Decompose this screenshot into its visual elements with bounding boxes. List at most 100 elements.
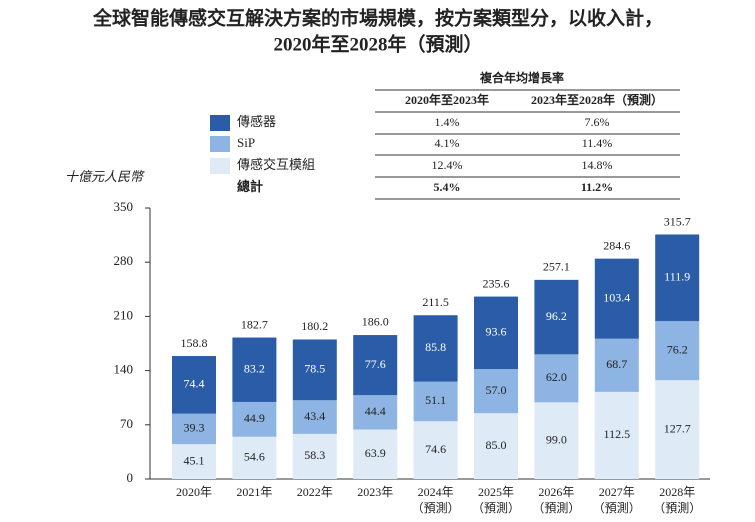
- bar-segment: [655, 380, 700, 479]
- bar-segment: [353, 335, 398, 396]
- x-tick-label: 2020年: [176, 485, 212, 499]
- value-label: 112.5: [604, 427, 631, 441]
- value-label: 44.4: [365, 404, 386, 418]
- total-label: 180.2: [301, 319, 328, 333]
- x-tick-label: 2026年: [538, 485, 574, 499]
- value-label: 96.2: [546, 309, 567, 323]
- total-label: 284.6: [603, 238, 630, 252]
- x-tick-label: 2021年: [236, 485, 272, 499]
- table-cell: 5.4%: [434, 180, 461, 194]
- table-cell: 7.6%: [585, 115, 610, 129]
- legend-swatch: [210, 136, 230, 152]
- x-tick-label: 2027年: [599, 485, 635, 499]
- total-label: 315.7: [664, 214, 691, 228]
- value-label: 74.4: [184, 377, 205, 391]
- value-label: 111.9: [664, 270, 690, 284]
- y-tick-label: 280: [114, 253, 134, 268]
- table-cell: 1.4%: [435, 115, 460, 129]
- value-label: 85.0: [486, 438, 507, 452]
- value-label: 39.3: [184, 421, 205, 435]
- value-label: 99.0: [546, 432, 567, 446]
- total-label: 257.1: [543, 260, 570, 274]
- y-tick-label: 210: [114, 307, 134, 322]
- x-tick-label: 2028年: [659, 485, 695, 499]
- legend-label: SiP: [237, 135, 255, 150]
- bar-segment: [534, 402, 579, 479]
- x-tick-note: （預測）: [593, 501, 641, 515]
- value-label: 51.1: [425, 393, 446, 407]
- bar-segment: [594, 338, 639, 392]
- bar-segment: [594, 258, 639, 339]
- table-cell: 11.2%: [581, 180, 613, 194]
- value-label: 83.2: [244, 361, 265, 375]
- chart-subtitle: 2020年至2028年（預測）: [273, 32, 482, 55]
- total-label: 182.7: [241, 317, 268, 331]
- bar-segment: [232, 337, 277, 402]
- x-tick-note: （預測）: [412, 501, 460, 515]
- bar-segment: [292, 339, 337, 401]
- value-label: 93.6: [486, 325, 507, 339]
- value-label: 127.7: [664, 421, 691, 435]
- value-label: 68.7: [606, 357, 627, 371]
- bar-segment: [232, 401, 277, 437]
- bar-segment: [655, 321, 700, 381]
- value-label: 62.0: [546, 370, 567, 384]
- bar-segment: [413, 421, 458, 479]
- y-tick-label: 350: [114, 199, 134, 214]
- value-label: 78.5: [304, 362, 325, 376]
- legend-label: 傳感交互模組: [237, 157, 315, 172]
- bar-segment: [232, 436, 277, 479]
- value-label: 74.6: [425, 442, 446, 456]
- y-tick-label: 0: [127, 470, 134, 485]
- value-label: 57.0: [486, 383, 507, 397]
- value-label: 85.8: [425, 340, 446, 354]
- bar-segment: [413, 315, 458, 382]
- x-tick-note: （預測）: [472, 501, 520, 515]
- bar-segment: [353, 395, 398, 430]
- value-label: 103.4: [603, 290, 630, 304]
- bar-segment: [534, 354, 579, 403]
- value-label: 77.6: [365, 357, 386, 371]
- bar-segment: [353, 429, 398, 479]
- value-label: 58.3: [304, 448, 325, 462]
- bar-segment: [655, 234, 700, 322]
- table-column-header: 2020年至2023年: [405, 92, 489, 107]
- bar-segment: [172, 356, 216, 414]
- x-tick-note: （預測）: [532, 501, 580, 515]
- legend-label: 傳感器: [237, 114, 276, 129]
- x-tick-note: （預測）: [653, 501, 701, 515]
- bar-segment: [474, 413, 518, 479]
- bar-segment: [172, 413, 216, 445]
- y-tick-label: 140: [114, 362, 134, 377]
- x-tick-label: 2023年: [357, 485, 393, 499]
- x-tick-label: 2022年: [297, 485, 333, 499]
- total-label: 235.6: [483, 276, 510, 290]
- table-cell: 4.1%: [435, 136, 460, 150]
- bar-segment: [474, 296, 518, 370]
- value-label: 44.9: [244, 411, 265, 425]
- bar-segment: [413, 381, 458, 422]
- y-tick-label: 70: [120, 416, 133, 431]
- bar-segment: [292, 433, 337, 479]
- legend-swatch: [210, 115, 230, 131]
- table-total-label: 總計: [237, 179, 263, 194]
- bar-segment: [172, 444, 216, 479]
- total-label: 211.5: [422, 295, 449, 309]
- legend-swatch: [210, 158, 230, 174]
- y-axis-label: 十億元人民幣: [65, 169, 145, 184]
- bar-segment: [292, 400, 337, 434]
- table-cell: 11.4%: [582, 136, 613, 150]
- chart-title: 全球智能傳感交互解決方案的市場規模，按方案類型分，以收入計，: [92, 6, 663, 29]
- x-tick-label: 2025年: [478, 485, 514, 499]
- table-column-header: 2023年至2028年（預測）: [531, 92, 663, 107]
- total-label: 158.8: [181, 336, 208, 350]
- table-cell: 14.8%: [582, 158, 613, 172]
- value-label: 45.1: [184, 453, 205, 467]
- value-label: 63.9: [365, 446, 386, 460]
- value-label: 54.6: [244, 450, 265, 464]
- table-cell: 12.4%: [432, 158, 463, 172]
- value-label: 76.2: [667, 342, 688, 356]
- total-label: 186.0: [362, 315, 389, 329]
- table-header: 複合年均增長率: [479, 70, 564, 85]
